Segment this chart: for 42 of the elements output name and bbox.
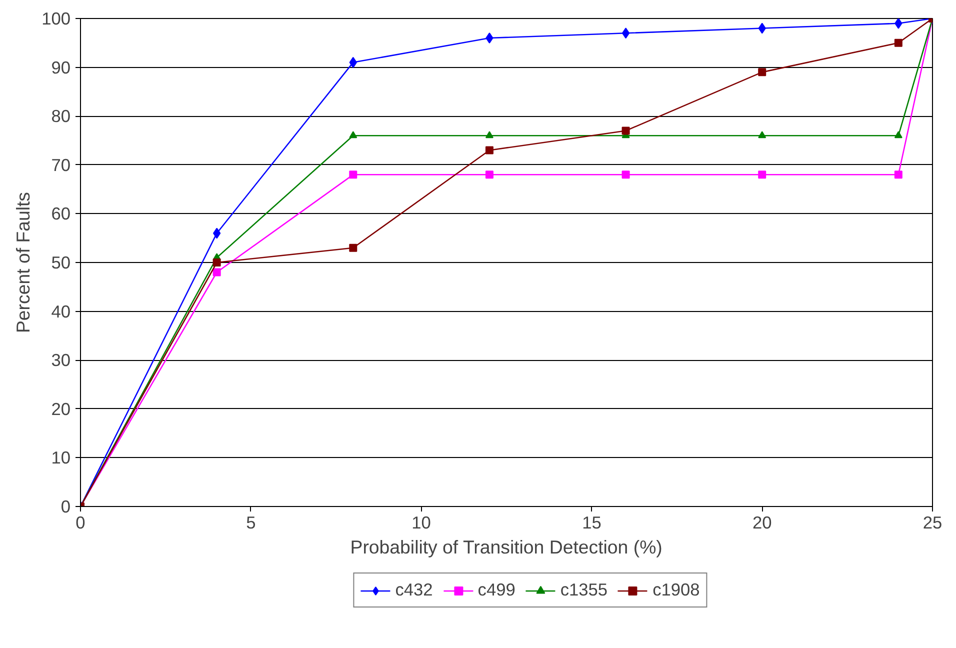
point — [349, 170, 358, 179]
point — [349, 131, 358, 138]
point — [622, 126, 630, 135]
legend-label: c499 — [478, 580, 516, 600]
point — [894, 131, 902, 138]
point — [212, 228, 221, 239]
point — [349, 244, 358, 252]
point — [485, 146, 494, 154]
y-tick-label: 10 — [51, 448, 71, 468]
legend-label: c1908 — [652, 580, 700, 600]
point — [212, 268, 221, 276]
legend-label: c432 — [395, 580, 433, 600]
x-tick-label: 10 — [412, 512, 431, 532]
point — [485, 170, 494, 179]
x-tick-label: 5 — [246, 512, 256, 532]
y-tick-label: 100 — [42, 8, 71, 28]
point — [758, 170, 766, 179]
x-tick-label: 25 — [922, 512, 942, 532]
point — [622, 170, 630, 179]
y-tick-label: 60 — [51, 204, 71, 224]
y-tick-label: 20 — [51, 398, 71, 419]
point — [622, 28, 630, 39]
y-axis-title: Percent of Faults — [12, 192, 34, 334]
point — [894, 18, 902, 29]
x-axis-title: Probability of Transition Detection (%) — [350, 536, 662, 558]
y-tick-label: 80 — [51, 106, 71, 126]
point — [758, 68, 766, 76]
y-tick-label: 40 — [51, 301, 71, 322]
legend-label: c1355 — [560, 580, 608, 600]
y-tick-label: 90 — [51, 57, 71, 78]
point — [212, 258, 221, 266]
x-tick-label: 20 — [752, 512, 772, 532]
x-tick-label: 0 — [76, 512, 86, 532]
y-tick-label: 70 — [51, 154, 71, 175]
y-tick-label: 30 — [51, 350, 71, 370]
point — [894, 170, 902, 179]
point — [894, 38, 902, 47]
point — [485, 131, 494, 138]
y-tick-label: 0 — [60, 496, 71, 516]
x-tick-label: 15 — [582, 512, 602, 532]
y-tick-label: 50 — [51, 252, 71, 272]
point — [758, 131, 766, 138]
